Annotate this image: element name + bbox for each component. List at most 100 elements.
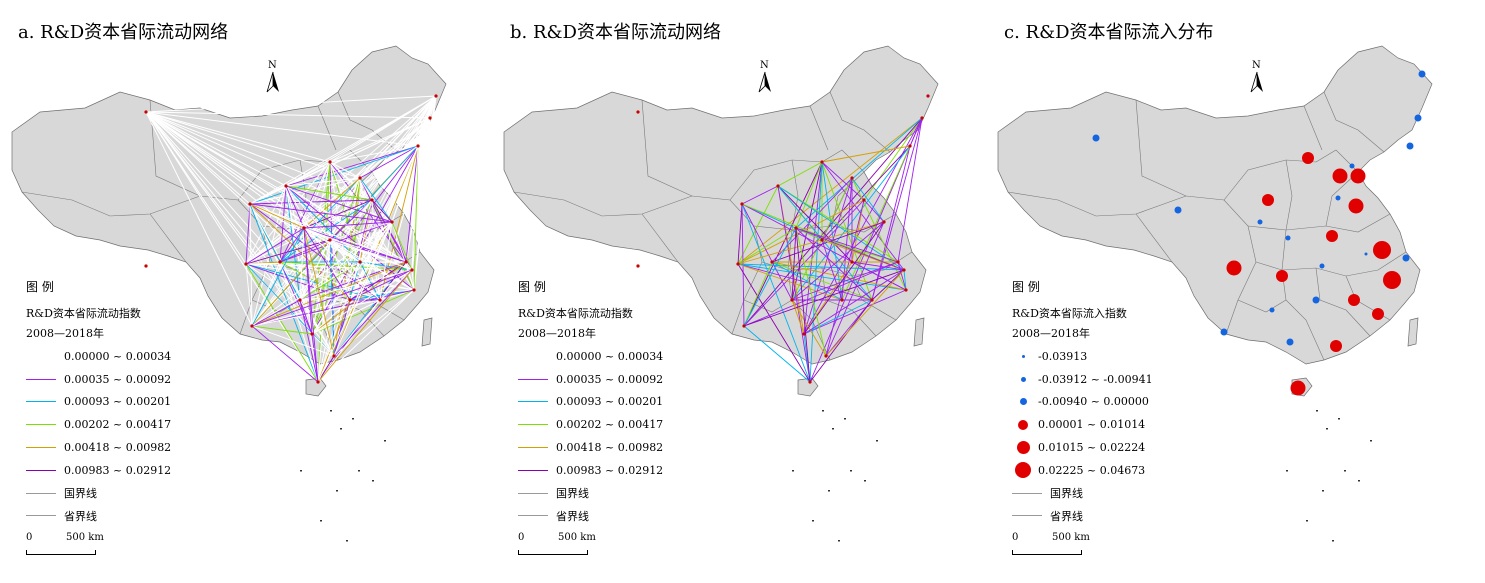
province-node [434, 94, 438, 98]
province-border [21, 191, 201, 217]
island-mark [352, 418, 354, 420]
island-mark [1370, 440, 1372, 442]
flow-line [245, 263, 351, 301]
flow-line [145, 111, 281, 263]
flow-line [311, 269, 413, 335]
province-node [298, 298, 302, 302]
flow-line [737, 263, 905, 271]
legend-title: 图 例 [518, 280, 546, 294]
province-border [1007, 191, 1187, 217]
flow-line [741, 203, 793, 301]
legend-title: 图 例 [1012, 280, 1040, 294]
flow-line [311, 289, 415, 335]
flow-line [743, 261, 899, 327]
flow-line [737, 263, 811, 383]
flow-line [795, 227, 905, 271]
island-mark [1332, 540, 1334, 542]
legend-label: 0.00983 ~ 0.02912 [556, 463, 664, 477]
province-node [250, 324, 254, 328]
flow-line [251, 117, 431, 327]
legend-item: 0.00035 ~ 0.00092 [518, 368, 663, 391]
flow-line [791, 145, 911, 301]
panel-title-b: b. R&D资本省际流动网络 [510, 22, 721, 43]
island-mark [384, 440, 386, 442]
inflow-symbol [1332, 168, 1348, 184]
legend-swatch [26, 378, 56, 380]
province-node [358, 260, 362, 264]
flow-line [303, 227, 415, 291]
flow-line [317, 355, 335, 383]
flow-line [245, 161, 331, 265]
province-node [790, 298, 794, 302]
map-panel-c: c. R&D资本省际流入分布 N 图 例 R&D资本省际流入指数 2008—20… [986, 0, 1481, 583]
legend-swatch [26, 401, 56, 403]
flow-line [777, 185, 905, 271]
flow-line [251, 299, 301, 327]
legend-swatch [518, 447, 548, 449]
flow-line [329, 239, 351, 301]
flow-line [285, 185, 305, 229]
province-border [1315, 267, 1371, 337]
flow-line [771, 261, 907, 291]
flow-line [329, 239, 407, 263]
province-shape [997, 45, 1433, 365]
legend-label: 0.01015 ~ 0.02224 [1038, 441, 1146, 455]
flow-line [249, 203, 351, 301]
province-node [410, 268, 414, 272]
legend-swatch [26, 424, 56, 426]
flow-line [743, 325, 811, 383]
flow-line [851, 177, 885, 223]
legend-label: 省界线 [64, 509, 97, 523]
legend-dot [1021, 354, 1025, 358]
flow-line [897, 117, 923, 263]
province-border [787, 159, 799, 271]
legend-swatch [518, 401, 548, 403]
province-node [636, 110, 640, 114]
legend-label: 0.00202 ~ 0.00417 [556, 418, 664, 432]
map-panel-b: b. R&D资本省际流动网络 N 图 例 R&D资本省际流动指数 2008—20… [492, 0, 987, 583]
flow-line [317, 299, 381, 383]
north-arrow-icon: N [264, 60, 282, 94]
province-border [1135, 213, 1173, 263]
flow-line [329, 221, 393, 241]
island-mark [864, 480, 866, 482]
flow-line [249, 95, 437, 205]
inflow-symbol [1286, 338, 1294, 346]
north-arrow-icon: N [756, 60, 774, 94]
flow-line [795, 227, 811, 383]
inflow-symbol [1174, 206, 1182, 214]
legend-label: -0.00940 ~ 0.00000 [1038, 395, 1149, 409]
province-node [896, 260, 900, 264]
province-node [416, 144, 420, 148]
flow-line [279, 185, 287, 263]
inflow-symbol [1326, 230, 1338, 242]
flow-line [371, 199, 413, 271]
flow-line [329, 117, 431, 241]
legend-item: 0.00983 ~ 0.02912 [26, 459, 171, 482]
inflow-symbol [1220, 328, 1228, 336]
flow-line [405, 145, 419, 263]
legend-period: 2008—2018年 [26, 327, 104, 340]
flow-line [145, 111, 319, 383]
flow-line [825, 299, 873, 357]
inflow-symbol [1383, 271, 1401, 289]
flow-line [145, 111, 253, 327]
flow-line [145, 111, 419, 147]
legend-item: 0.00093 ~ 0.00201 [26, 391, 171, 414]
province-node [908, 144, 912, 148]
flow-line [803, 289, 907, 335]
flow-line [249, 185, 287, 205]
flow-line [145, 111, 287, 187]
province-node [882, 220, 886, 224]
flow-line [825, 199, 865, 357]
flow-line [349, 221, 393, 301]
flow-line [841, 145, 911, 301]
flow-line [251, 325, 313, 335]
inflow-symbol [1349, 163, 1355, 169]
province-node [820, 160, 824, 164]
flow-line [803, 221, 885, 335]
legend-label: 国界线 [64, 487, 97, 501]
legend-b: 图 例 R&D资本省际流动指数 2008—2018年 0.00000 ~ 0.0… [518, 278, 663, 527]
province-node [740, 202, 744, 206]
province-node [824, 354, 828, 358]
